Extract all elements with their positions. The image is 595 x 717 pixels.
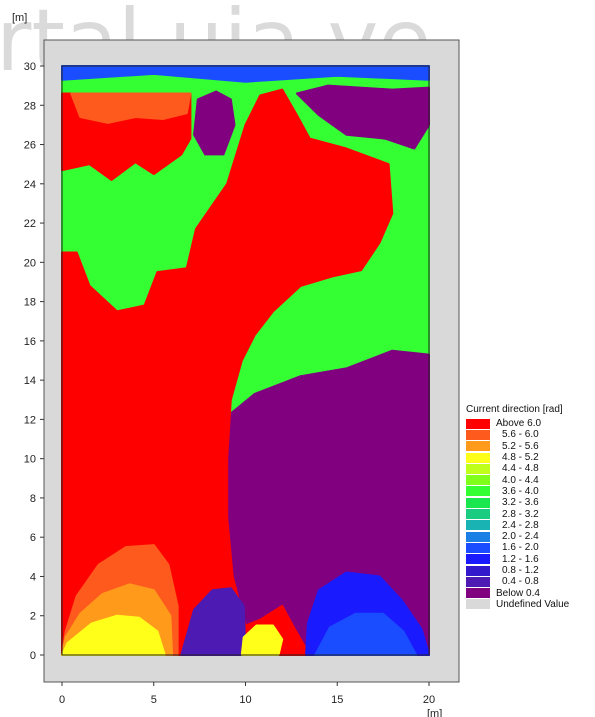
x-tick-label: 5 xyxy=(151,694,157,706)
legend-entry: 2.8 - 3.2 xyxy=(466,508,592,520)
region-purple-top-right xyxy=(295,84,430,150)
legend-label: 0.4 - 0.8 xyxy=(502,576,539,588)
region-orange-top-left xyxy=(70,92,192,124)
y-tick-label: 24 xyxy=(24,179,36,191)
x-tick-label: 0 xyxy=(59,694,65,706)
legend-entry: 0.4 - 0.8 xyxy=(466,576,592,587)
legend-label: 3.2 - 3.6 xyxy=(502,497,539,509)
legend-label: 5.2 - 5.6 xyxy=(502,440,539,452)
legend-swatch xyxy=(466,452,490,463)
legend: Current direction [rad] Above 6.0 5.6 - 6… xyxy=(466,404,592,610)
legend-entry: 1.6 - 2.0 xyxy=(466,542,592,553)
y-tick-label: 10 xyxy=(24,454,36,466)
legend-entry: 5.2 - 5.6 xyxy=(466,441,592,452)
heatmap-field xyxy=(61,65,430,656)
legend-label: 2.4 - 2.8 xyxy=(502,519,539,531)
legend-entry: 3.2 - 3.6 xyxy=(466,497,592,508)
x-tick-label: 20 xyxy=(423,694,435,706)
y-tick-label: 26 xyxy=(24,140,36,152)
legend-swatch xyxy=(466,599,490,610)
legend-swatch xyxy=(466,486,490,497)
legend-swatch xyxy=(466,542,490,553)
y-tick-label: 8 xyxy=(30,493,36,505)
y-tick-label: 6 xyxy=(30,532,36,544)
legend-label: 2.0 - 2.4 xyxy=(502,531,539,543)
legend-swatch xyxy=(466,554,490,565)
y-tick-label: 30 xyxy=(24,61,36,73)
legend-label: Below 0.4 xyxy=(496,587,540,599)
legend-label: 4.8 - 5.2 xyxy=(502,452,539,464)
legend-swatch xyxy=(466,576,490,587)
legend-label: Above 6.0 xyxy=(496,418,542,430)
legend-entry: 0.8 - 1.2 xyxy=(466,565,592,576)
x-tick-label: 15 xyxy=(331,694,343,706)
legend-title: Current direction [rad] xyxy=(466,404,563,415)
legend-entry: 5.6 - 6.0 xyxy=(466,429,592,440)
x-axis-unit: [m] xyxy=(427,708,442,717)
y-tick-label: 22 xyxy=(24,218,36,230)
x-tick-label: 10 xyxy=(239,694,251,706)
region-red-main-body xyxy=(61,88,394,656)
legend-label: 1.2 - 1.6 xyxy=(502,553,539,565)
legend-label: 3.6 - 4.0 xyxy=(502,485,539,497)
legend-entry: Undefined Value xyxy=(466,599,592,610)
region-yellow-bottom-left xyxy=(61,614,166,656)
y-tick-label: 14 xyxy=(24,375,36,387)
y-tick-label: 18 xyxy=(24,297,36,309)
y-tick-label: 12 xyxy=(24,414,36,426)
y-tick-label: 4 xyxy=(30,571,36,583)
legend-swatch xyxy=(466,463,490,474)
legend-label: 4.0 - 4.4 xyxy=(502,474,539,486)
legend-label: 0.8 - 1.2 xyxy=(502,565,539,576)
legend-swatch xyxy=(466,531,490,542)
legend-entry: 2.4 - 2.8 xyxy=(466,520,592,531)
legend-entry: 4.0 - 4.4 xyxy=(466,474,592,486)
y-tick-label: 16 xyxy=(24,336,36,348)
legend-swatch xyxy=(466,497,490,508)
legend-swatch xyxy=(466,418,490,429)
legend-entries: Above 6.0 5.6 - 6.0 5.2 - 5.6 4.8 - 5.2 4.4 … xyxy=(466,418,592,610)
legend-entry: 2.0 - 2.4 xyxy=(466,531,592,542)
legend-swatch xyxy=(466,429,490,440)
legend-label: 5.6 - 6.0 xyxy=(502,429,539,441)
legend-swatch xyxy=(466,588,490,599)
legend-swatch xyxy=(466,520,490,531)
legend-label: 1.6 - 2.0 xyxy=(502,542,539,554)
legend-label: 4.4 - 4.8 xyxy=(502,463,539,475)
legend-swatch xyxy=(466,565,490,576)
legend-entry: 1.2 - 1.6 xyxy=(466,554,592,565)
y-tick-label: 20 xyxy=(24,257,36,269)
y-axis-unit: [m] xyxy=(12,12,27,24)
field-border xyxy=(61,65,430,656)
legend-entry: Above 6.0 xyxy=(466,418,592,429)
region-purple-top-center xyxy=(193,90,236,156)
legend-swatch xyxy=(466,441,490,452)
x-axis: 0 5 10 15 20 xyxy=(59,682,435,706)
y-tick-label: 28 xyxy=(24,100,36,112)
legend-entry: 4.8 - 5.2 xyxy=(466,452,592,463)
legend-label: 2.8 - 3.2 xyxy=(502,508,539,520)
legend-label: Undefined Value xyxy=(496,598,570,610)
legend-entry: 3.6 - 4.0 xyxy=(466,486,592,497)
legend-swatch xyxy=(466,475,490,486)
legend-swatch xyxy=(466,509,490,520)
y-tick-label: 2 xyxy=(30,611,36,623)
legend-entry: 4.4 - 4.8 xyxy=(466,463,592,474)
legend-entry: Below 0.4 xyxy=(466,587,592,599)
y-tick-label: 0 xyxy=(30,650,36,662)
